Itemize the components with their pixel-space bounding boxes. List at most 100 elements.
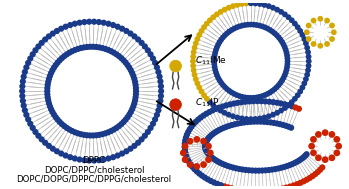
Circle shape: [32, 129, 38, 135]
Circle shape: [225, 184, 231, 189]
Circle shape: [118, 55, 125, 61]
Circle shape: [131, 76, 138, 82]
Circle shape: [111, 50, 117, 56]
Circle shape: [207, 17, 213, 23]
Circle shape: [188, 123, 195, 130]
Circle shape: [213, 157, 219, 163]
Circle shape: [25, 116, 31, 122]
Circle shape: [212, 129, 218, 136]
Circle shape: [203, 139, 209, 146]
Circle shape: [232, 121, 238, 127]
Circle shape: [227, 101, 233, 108]
Circle shape: [192, 45, 198, 51]
Circle shape: [274, 100, 280, 106]
Circle shape: [231, 100, 237, 107]
Circle shape: [157, 78, 164, 84]
Circle shape: [157, 98, 164, 104]
Circle shape: [150, 121, 156, 127]
Circle shape: [256, 167, 262, 174]
Circle shape: [158, 88, 164, 94]
Circle shape: [227, 164, 233, 170]
Circle shape: [202, 144, 208, 150]
Circle shape: [102, 130, 109, 136]
Circle shape: [45, 94, 51, 100]
Circle shape: [192, 72, 198, 78]
Circle shape: [264, 188, 270, 189]
Circle shape: [111, 126, 117, 133]
Circle shape: [212, 67, 218, 73]
Circle shape: [235, 100, 241, 106]
Circle shape: [272, 30, 277, 36]
Circle shape: [257, 1, 263, 7]
Circle shape: [222, 84, 228, 90]
Circle shape: [202, 145, 208, 151]
Circle shape: [211, 58, 217, 64]
Circle shape: [196, 85, 202, 90]
Circle shape: [322, 156, 328, 163]
Circle shape: [283, 47, 289, 53]
Circle shape: [148, 125, 154, 131]
Circle shape: [317, 167, 323, 173]
Circle shape: [120, 119, 127, 125]
Circle shape: [64, 51, 70, 57]
Circle shape: [191, 67, 196, 73]
Circle shape: [170, 99, 181, 110]
Circle shape: [235, 120, 241, 127]
Circle shape: [299, 85, 305, 90]
Circle shape: [279, 39, 285, 45]
Circle shape: [54, 117, 61, 123]
Circle shape: [108, 128, 114, 134]
Circle shape: [299, 155, 306, 161]
Circle shape: [217, 160, 223, 166]
Circle shape: [78, 45, 84, 51]
Circle shape: [289, 161, 295, 167]
Circle shape: [200, 161, 207, 168]
Circle shape: [96, 132, 102, 138]
Circle shape: [215, 158, 221, 165]
Circle shape: [132, 97, 138, 103]
Circle shape: [268, 187, 274, 189]
Circle shape: [292, 96, 298, 102]
Circle shape: [297, 89, 303, 94]
Circle shape: [304, 45, 310, 51]
Circle shape: [47, 73, 53, 79]
Circle shape: [110, 154, 116, 160]
Circle shape: [131, 143, 138, 149]
Circle shape: [126, 112, 132, 118]
Circle shape: [210, 131, 216, 137]
Circle shape: [315, 131, 322, 138]
Circle shape: [44, 91, 51, 97]
Circle shape: [156, 102, 163, 109]
Circle shape: [126, 64, 132, 71]
Circle shape: [118, 121, 125, 127]
Circle shape: [96, 19, 102, 25]
Circle shape: [205, 143, 212, 149]
Circle shape: [227, 29, 232, 34]
Circle shape: [196, 170, 202, 177]
Circle shape: [193, 40, 199, 46]
Circle shape: [243, 116, 249, 122]
Circle shape: [19, 88, 25, 94]
Circle shape: [243, 1, 249, 6]
Circle shape: [283, 70, 289, 75]
Circle shape: [257, 94, 262, 100]
Circle shape: [199, 89, 205, 94]
Circle shape: [81, 157, 88, 163]
Circle shape: [194, 168, 200, 175]
Circle shape: [252, 116, 258, 122]
Circle shape: [54, 60, 61, 66]
Circle shape: [287, 184, 293, 189]
Circle shape: [186, 159, 192, 165]
Circle shape: [328, 154, 335, 161]
Circle shape: [266, 99, 272, 105]
Circle shape: [250, 98, 257, 104]
Circle shape: [306, 58, 312, 64]
Circle shape: [184, 156, 191, 162]
Circle shape: [252, 188, 258, 189]
Circle shape: [208, 178, 214, 184]
Circle shape: [51, 112, 57, 118]
Circle shape: [224, 86, 230, 92]
Circle shape: [242, 22, 248, 28]
Circle shape: [214, 105, 220, 111]
Circle shape: [154, 64, 160, 70]
